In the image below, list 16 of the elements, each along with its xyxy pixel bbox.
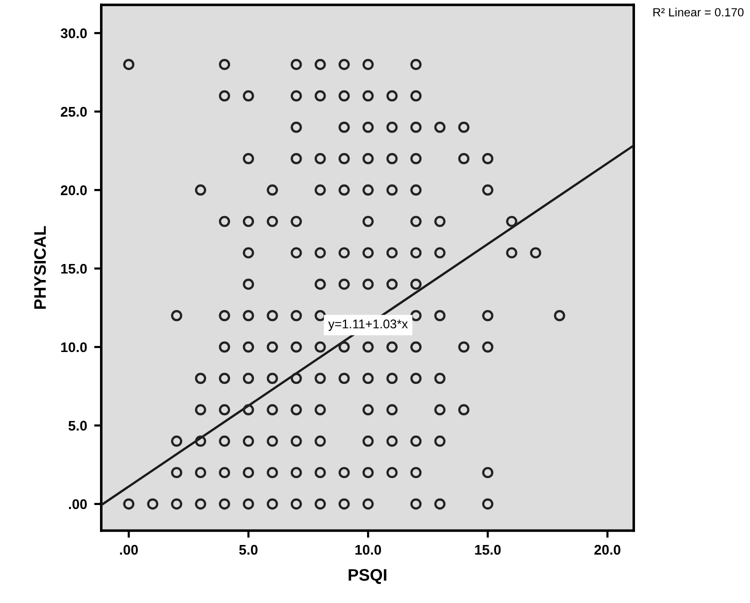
y-tick-label: 15.0 [61, 264, 87, 274]
y-tick-label: 10.0 [61, 342, 87, 352]
y-tick-label: 25.0 [60, 106, 87, 117]
x-tick-label: 5.0 [239, 544, 258, 555]
x-tick-label: 15.0 [475, 544, 501, 555]
x-tick-label: 10.0 [355, 544, 382, 555]
x-tick-label: .00 [120, 544, 138, 555]
text: R² Linear = 0.170 [653, 8, 744, 16]
y-tick-label: 30.0 [60, 28, 87, 38]
y-tick-label: 5.0 [68, 420, 87, 431]
x-axis-title: PSQI [348, 569, 386, 584]
y-tick-label: 20.0 [60, 185, 87, 196]
y-tick-label: .00 [68, 499, 87, 510]
annotation: y=1.11+1.03*x [328, 320, 408, 331]
y-axis-title: PHYSICAL [34, 226, 46, 309]
x-tick-label: 20.0 [594, 544, 620, 555]
